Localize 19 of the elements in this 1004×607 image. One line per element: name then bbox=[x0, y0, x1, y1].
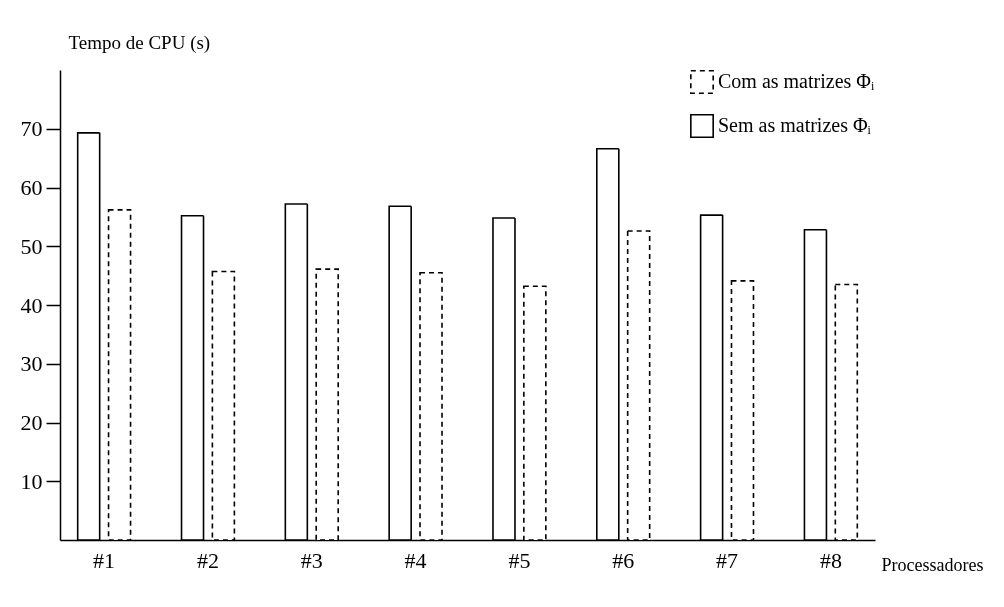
x-tick-label: #3 bbox=[300, 547, 323, 573]
x-tick-label: #4 bbox=[404, 547, 427, 573]
x-tick-label: #2 bbox=[196, 547, 219, 573]
x-tick-label: #8 bbox=[819, 547, 842, 573]
x-tick-label: #6 bbox=[612, 547, 635, 573]
legend-label: Sem as matrizes Φᵢ bbox=[718, 114, 872, 136]
x-tick-label: #1 bbox=[93, 547, 116, 573]
x-tick-label: #7 bbox=[716, 547, 739, 573]
y-axis-title: Tempo de CPU (s) bbox=[68, 31, 211, 54]
y-tick-label: 20 bbox=[20, 410, 43, 435]
y-tick-label: 10 bbox=[20, 468, 43, 494]
legend-label: Com as matrizes Φᵢ bbox=[718, 70, 875, 92]
y-tick-label: 50 bbox=[20, 233, 43, 259]
x-axis-title: Processadores bbox=[881, 554, 984, 575]
y-tick-label: 40 bbox=[20, 292, 43, 318]
x-tick-label: #5 bbox=[508, 547, 531, 573]
y-tick-label: 60 bbox=[20, 175, 43, 200]
y-tick-label: 30 bbox=[20, 351, 43, 377]
y-tick-label: 70 bbox=[20, 116, 43, 142]
